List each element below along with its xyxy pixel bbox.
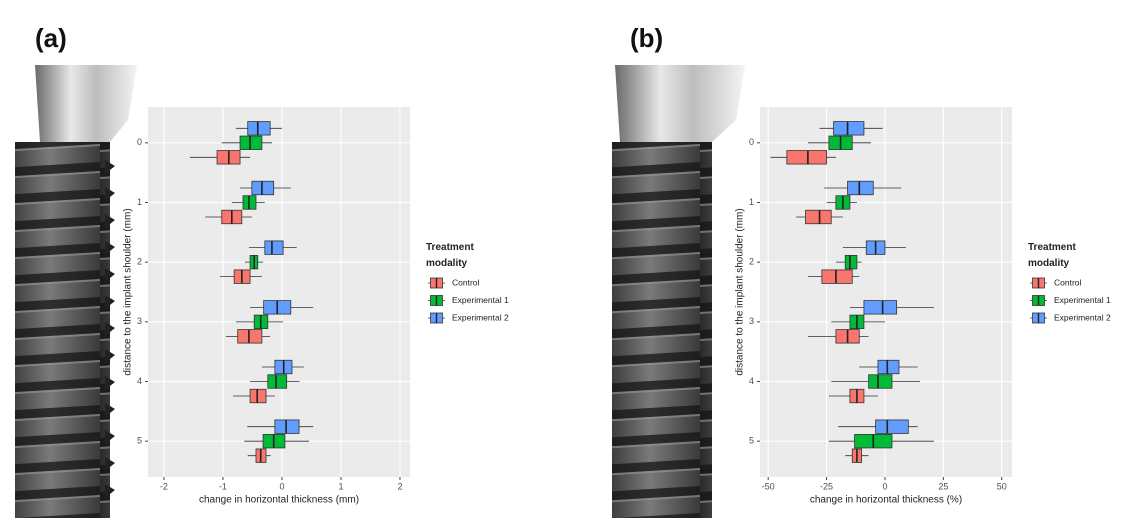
y-axis-title: distance to the implant shoulder (mm) <box>735 208 746 375</box>
figure: (a) -2 -1 0 1 2 0 1 2 3 4 5 change in horizontal thi… <box>0 0 1128 518</box>
legend-label: Experimental 1 <box>452 295 509 305</box>
box <box>822 270 852 284</box>
x-tick-label: -25 <box>820 481 833 491</box>
implant-a <box>15 65 137 518</box>
implant-b <box>612 65 745 518</box>
box <box>876 420 909 434</box>
box <box>787 151 827 165</box>
x-tick-label: -50 <box>762 481 775 491</box>
y-tick-label: 5 <box>137 436 142 446</box>
x-tick-label: 0 <box>882 481 887 491</box>
panel-label: (b) <box>630 23 663 53</box>
box <box>248 122 270 136</box>
box <box>265 241 283 255</box>
x-tick-label: -2 <box>160 481 168 491</box>
y-tick-label: 2 <box>137 257 142 267</box>
legend-title: Treatment modality <box>1028 240 1098 272</box>
box <box>252 181 274 195</box>
x-tick-label: 25 <box>938 481 948 491</box>
legend-label: Experimental 2 <box>1054 312 1111 322</box>
legend-label: Control <box>452 277 480 287</box>
y-tick-label: 3 <box>749 316 754 326</box>
y-tick-label: 1 <box>749 197 754 207</box>
y-tick-label: 4 <box>749 376 754 386</box>
panel-label: (a) <box>35 23 67 53</box>
box <box>864 301 897 315</box>
x-tick-label: 1 <box>338 481 343 491</box>
legend-label: Experimental 1 <box>1054 295 1111 305</box>
y-tick-label: 5 <box>749 436 754 446</box>
y-tick-label: 4 <box>137 376 142 386</box>
x-tick-label: 2 <box>397 481 402 491</box>
box <box>806 210 832 224</box>
legend-label: Experimental 2 <box>452 312 509 322</box>
y-axis-title: distance to the implant shoulder (mm) <box>123 208 134 375</box>
x-tick-label: 0 <box>279 481 284 491</box>
y-tick-label: 3 <box>137 316 142 326</box>
legend-title-box: Treatment modality <box>426 240 506 276</box>
box <box>869 375 892 389</box>
box <box>848 181 874 195</box>
y-tick-label: 0 <box>749 137 754 147</box>
x-tick-label: 50 <box>997 481 1007 491</box>
box <box>268 375 287 389</box>
box <box>845 255 857 269</box>
x-tick-label: -1 <box>219 481 227 491</box>
x-axis-title: change in horizontal thickness (mm) <box>199 495 359 506</box>
box <box>834 122 864 136</box>
x-axis-title: change in horizontal thickness (%) <box>810 495 962 506</box>
y-tick-label: 0 <box>137 137 142 147</box>
box <box>250 389 266 403</box>
y-tick-label: 2 <box>749 257 754 267</box>
box <box>240 136 262 150</box>
y-tick-label: 1 <box>137 197 142 207</box>
legend-label: Control <box>1054 277 1082 287</box>
box <box>275 420 299 434</box>
box <box>878 360 899 374</box>
legend-title: Treatment modality <box>426 240 496 272</box>
legend-title-box: Treatment modality <box>1028 240 1108 276</box>
box <box>238 330 262 344</box>
